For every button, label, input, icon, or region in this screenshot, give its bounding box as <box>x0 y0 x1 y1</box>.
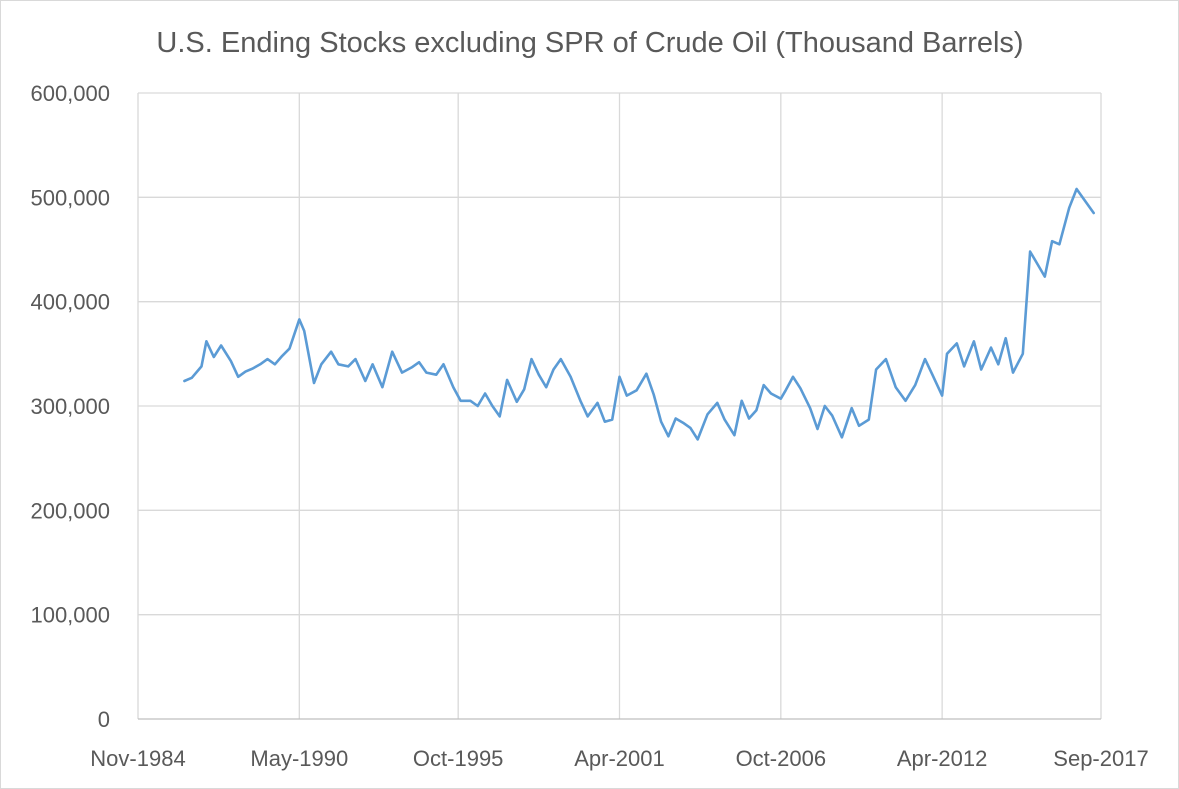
x-tick-label: Apr-2012 <box>897 746 988 771</box>
y-tick-label: 600,000 <box>30 81 110 106</box>
y-tick-label: 400,000 <box>30 290 110 315</box>
y-tick-label: 0 <box>98 707 110 732</box>
y-tick-label: 100,000 <box>30 603 110 628</box>
series-group <box>183 187 1095 441</box>
x-tick-labels: Nov-1984 May-1990 Oct-1995 Apr-2001 Oct-2006… <box>90 746 1148 771</box>
y-tick-label: 500,000 <box>30 185 110 210</box>
y-tick-labels: 0 100,000 200,000 300,000 400,000 500,000 600,… <box>30 81 110 732</box>
x-tick-label: Nov-1984 <box>90 746 185 771</box>
y-tick-label: 200,000 <box>30 498 110 523</box>
x-tick-label: Oct-1995 <box>413 746 504 771</box>
chart-title: U.S. Ending Stocks excluding SPR of Crud… <box>156 27 1023 59</box>
y-tick-label: 300,000 <box>30 394 110 419</box>
x-tick-label: Oct-2006 <box>736 746 827 771</box>
series-line <box>183 187 1095 441</box>
x-tick-label: May-1990 <box>250 746 348 771</box>
x-tick-label: Sep-2017 <box>1053 746 1148 771</box>
x-tick-label: Apr-2001 <box>574 746 665 771</box>
gridlines <box>137 92 1102 719</box>
